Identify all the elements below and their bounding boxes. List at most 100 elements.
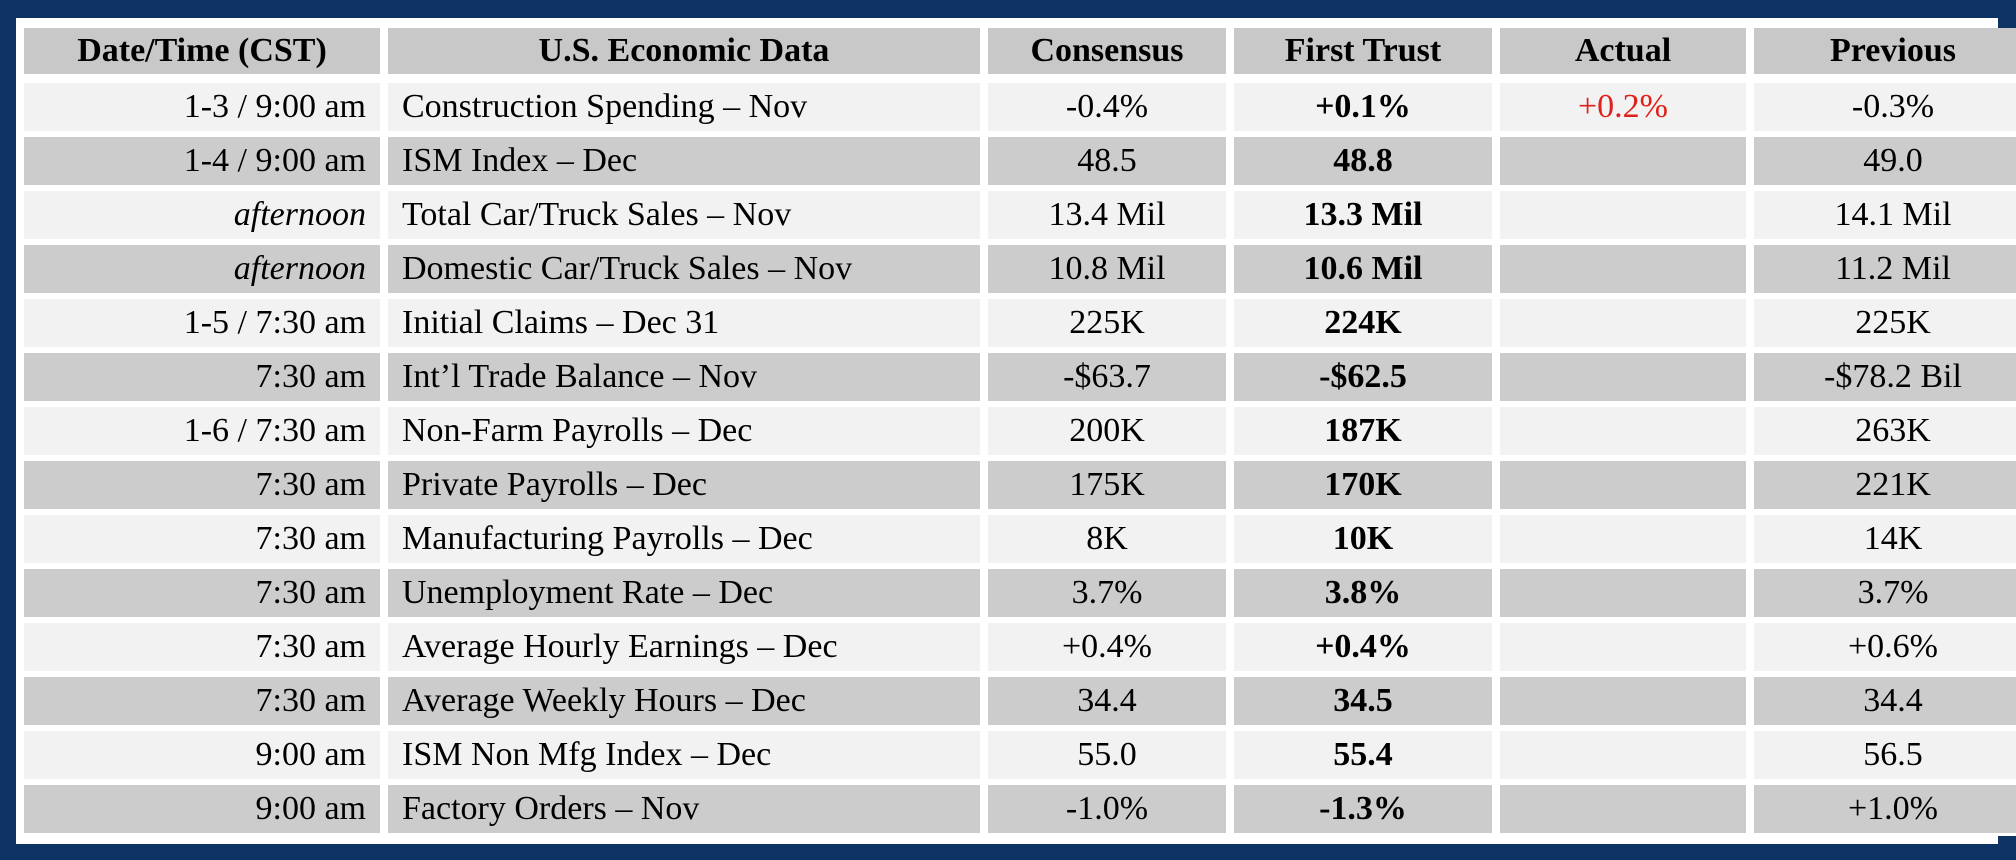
cell-first-trust: 10K	[1234, 512, 1492, 566]
cell-consensus: 13.4 Mil	[988, 188, 1226, 242]
cell-actual	[1500, 674, 1746, 728]
cell-first-trust: 224K	[1234, 296, 1492, 350]
cell-previous: +1.0%	[1754, 782, 2016, 836]
cell-consensus: 225K	[988, 296, 1226, 350]
cell-previous: +0.6%	[1754, 620, 2016, 674]
cell-consensus: -1.0%	[988, 782, 1226, 836]
cell-indicator: Private Payrolls – Dec	[388, 458, 980, 512]
header-actual: Actual	[1500, 28, 1746, 80]
cell-indicator: Non-Farm Payrolls – Dec	[388, 404, 980, 458]
table-row: 1-6 / 7:30 am Non-Farm Payrolls – Dec 200K…	[24, 404, 2016, 458]
table-row: afternoon Total Car/Truck Sales – Nov 13.4…	[24, 188, 2016, 242]
cell-previous: 34.4	[1754, 674, 2016, 728]
cell-time: 7:30 am	[24, 512, 380, 566]
cell-previous: -0.3%	[1754, 80, 2016, 134]
cell-previous: 221K	[1754, 458, 2016, 512]
cell-actual	[1500, 296, 1746, 350]
cell-indicator: Average Weekly Hours – Dec	[388, 674, 980, 728]
cell-previous: 3.7%	[1754, 566, 2016, 620]
table-row: 7:30 am Unemployment Rate – Dec 3.7% 3.8% 3.…	[24, 566, 2016, 620]
table-row: 7:30 am Average Hourly Earnings – Dec +0.4…	[24, 620, 2016, 674]
cell-previous: 14.1 Mil	[1754, 188, 2016, 242]
cell-indicator: Total Car/Truck Sales – Nov	[388, 188, 980, 242]
cell-indicator: Domestic Car/Truck Sales – Nov	[388, 242, 980, 296]
cell-first-trust: 187K	[1234, 404, 1492, 458]
cell-time: afternoon	[24, 188, 380, 242]
cell-indicator: Int’l Trade Balance – Nov	[388, 350, 980, 404]
cell-actual	[1500, 512, 1746, 566]
cell-first-trust: +0.1%	[1234, 80, 1492, 134]
table-row: 1-3 / 9:00 am Construction Spending – Nov…	[24, 80, 2016, 134]
cell-actual	[1500, 404, 1746, 458]
cell-time: 7:30 am	[24, 350, 380, 404]
header-row: Date/Time (CST) U.S. Economic Data Conse…	[24, 28, 2016, 80]
cell-time: 9:00 am	[24, 782, 380, 836]
cell-previous: 49.0	[1754, 134, 2016, 188]
cell-previous: -$78.2 Bil	[1754, 350, 2016, 404]
cell-first-trust: -1.3%	[1234, 782, 1492, 836]
cell-first-trust: +0.4%	[1234, 620, 1492, 674]
cell-consensus: 48.5	[988, 134, 1226, 188]
cell-actual	[1500, 242, 1746, 296]
cell-time: 1-5 / 7:30 am	[24, 296, 380, 350]
cell-indicator: Initial Claims – Dec 31	[388, 296, 980, 350]
cell-consensus: -$63.7	[988, 350, 1226, 404]
table-body: 1-3 / 9:00 am Construction Spending – Nov…	[24, 80, 2016, 836]
cell-time: 7:30 am	[24, 674, 380, 728]
cell-consensus: 8K	[988, 512, 1226, 566]
table-row: 1-4 / 9:00 am ISM Index – Dec 48.5 48.8 49.0	[24, 134, 2016, 188]
cell-consensus: -0.4%	[988, 80, 1226, 134]
cell-consensus: 34.4	[988, 674, 1226, 728]
header-previous: Previous	[1754, 28, 2016, 80]
cell-first-trust: 55.4	[1234, 728, 1492, 782]
cell-actual	[1500, 728, 1746, 782]
cell-previous: 14K	[1754, 512, 2016, 566]
cell-time: 7:30 am	[24, 620, 380, 674]
cell-time: 7:30 am	[24, 458, 380, 512]
cell-time: 7:30 am	[24, 566, 380, 620]
table-row: 7:30 am Average Weekly Hours – Dec 34.4 34.…	[24, 674, 2016, 728]
table-row: 7:30 am Private Payrolls – Dec 175K 170K 221…	[24, 458, 2016, 512]
economic-calendar-table: Date/Time (CST) U.S. Economic Data Conse…	[16, 28, 2016, 836]
cell-indicator: Average Hourly Earnings – Dec	[388, 620, 980, 674]
table-row: afternoon Domestic Car/Truck Sales – Nov 1…	[24, 242, 2016, 296]
cell-first-trust: 10.6 Mil	[1234, 242, 1492, 296]
cell-first-trust: 170K	[1234, 458, 1492, 512]
cell-consensus: 200K	[988, 404, 1226, 458]
cell-time: 1-3 / 9:00 am	[24, 80, 380, 134]
cell-indicator: Construction Spending – Nov	[388, 80, 980, 134]
cell-indicator: ISM Non Mfg Index – Dec	[388, 728, 980, 782]
cell-actual	[1500, 458, 1746, 512]
cell-previous: 56.5	[1754, 728, 2016, 782]
cell-actual	[1500, 620, 1746, 674]
cell-actual	[1500, 188, 1746, 242]
cell-consensus: 175K	[988, 458, 1226, 512]
cell-previous: 225K	[1754, 296, 2016, 350]
cell-time: 9:00 am	[24, 728, 380, 782]
cell-indicator: Factory Orders – Nov	[388, 782, 980, 836]
table-row: 7:30 am Int’l Trade Balance – Nov -$63.7 -$…	[24, 350, 2016, 404]
cell-consensus: +0.4%	[988, 620, 1226, 674]
cell-actual	[1500, 350, 1746, 404]
header-indicator: U.S. Economic Data	[388, 28, 980, 80]
cell-indicator: Unemployment Rate – Dec	[388, 566, 980, 620]
cell-indicator: ISM Index – Dec	[388, 134, 980, 188]
cell-time: afternoon	[24, 242, 380, 296]
table-row: 1-5 / 7:30 am Initial Claims – Dec 31 225K…	[24, 296, 2016, 350]
header-first-trust: First Trust	[1234, 28, 1492, 80]
cell-first-trust: 48.8	[1234, 134, 1492, 188]
cell-time: 1-6 / 7:30 am	[24, 404, 380, 458]
cell-actual	[1500, 566, 1746, 620]
cell-indicator: Manufacturing Payrolls – Dec	[388, 512, 980, 566]
table-row: 9:00 am Factory Orders – Nov -1.0% -1.3% +1.…	[24, 782, 2016, 836]
table-row: 9:00 am ISM Non Mfg Index – Dec 55.0 55.4 56…	[24, 728, 2016, 782]
cell-first-trust: -$62.5	[1234, 350, 1492, 404]
cell-first-trust: 3.8%	[1234, 566, 1492, 620]
cell-consensus: 55.0	[988, 728, 1226, 782]
table-row: 7:30 am Manufacturing Payrolls – Dec 8K 10K…	[24, 512, 2016, 566]
cell-first-trust: 13.3 Mil	[1234, 188, 1492, 242]
cell-actual: +0.2%	[1500, 80, 1746, 134]
cell-previous: 11.2 Mil	[1754, 242, 2016, 296]
header-datetime: Date/Time (CST)	[24, 28, 380, 80]
calendar-panel: Date/Time (CST) U.S. Economic Data Conse…	[16, 18, 2016, 844]
